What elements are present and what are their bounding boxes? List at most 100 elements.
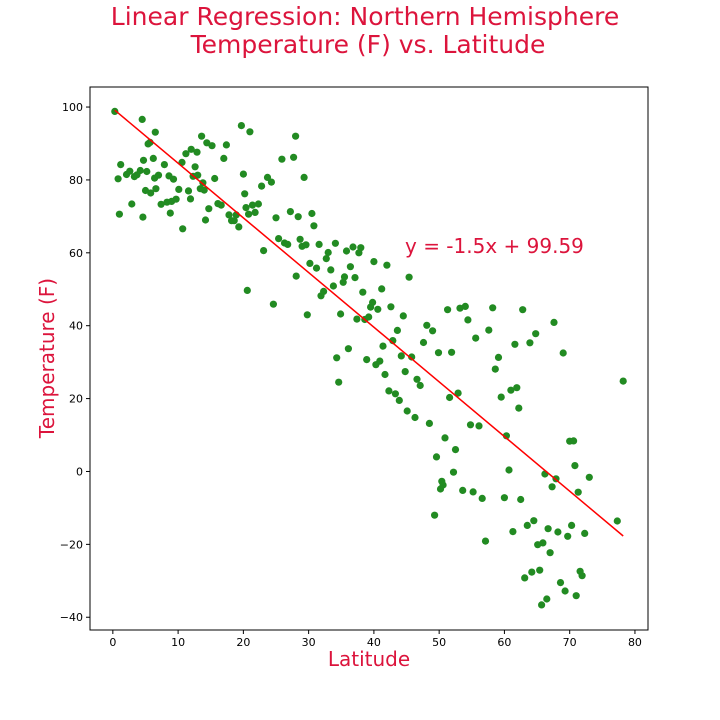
x-tick-label: 30 xyxy=(302,636,316,649)
data-point xyxy=(511,340,519,348)
data-point xyxy=(342,247,351,255)
data-point xyxy=(444,306,452,314)
data-point xyxy=(278,155,286,163)
data-point xyxy=(198,132,206,140)
data-point xyxy=(290,153,298,161)
data-point xyxy=(485,326,493,334)
data-point xyxy=(136,166,144,175)
data-point xyxy=(376,357,384,365)
regression-line xyxy=(114,109,624,537)
data-point xyxy=(157,200,165,208)
data-point xyxy=(211,174,219,183)
data-point xyxy=(383,261,391,269)
data-point xyxy=(248,201,257,209)
data-point xyxy=(187,145,195,153)
data-point xyxy=(302,241,310,249)
data-point xyxy=(539,539,547,547)
data-point xyxy=(530,517,538,525)
data-point xyxy=(340,273,349,281)
data-point xyxy=(306,259,314,267)
data-point xyxy=(538,601,546,609)
data-point xyxy=(403,407,411,415)
y-tick-label: 20 xyxy=(69,393,83,406)
data-point xyxy=(117,161,125,169)
data-point xyxy=(139,156,148,164)
data-point xyxy=(459,486,467,494)
data-point xyxy=(401,368,409,376)
data-point xyxy=(267,178,275,186)
data-point xyxy=(208,142,216,150)
data-point xyxy=(497,393,505,401)
data-point xyxy=(561,587,569,595)
data-point xyxy=(385,387,393,395)
plot-frame xyxy=(89,86,649,631)
data-point xyxy=(517,495,525,504)
x-tick-label: 10 xyxy=(171,636,185,649)
data-point xyxy=(397,352,405,360)
data-point xyxy=(489,304,497,312)
data-point xyxy=(544,525,552,533)
data-point xyxy=(526,339,534,347)
y-tick-label: −40 xyxy=(60,611,83,624)
data-point xyxy=(374,305,382,313)
data-point xyxy=(230,217,238,225)
y-tick-label: 60 xyxy=(69,247,83,260)
data-point xyxy=(179,225,187,233)
data-point xyxy=(303,311,311,319)
data-point xyxy=(296,235,304,243)
data-point xyxy=(114,175,122,183)
data-point xyxy=(147,189,155,197)
data-point xyxy=(513,384,521,392)
data-point xyxy=(220,154,228,162)
data-point xyxy=(200,186,208,194)
data-point xyxy=(186,195,195,203)
data-point xyxy=(138,115,146,123)
data-point xyxy=(369,298,377,306)
data-point xyxy=(578,572,586,580)
data-point xyxy=(205,205,213,213)
data-point xyxy=(351,274,359,282)
data-point xyxy=(475,422,483,430)
data-point xyxy=(246,128,254,136)
data-point xyxy=(260,247,268,255)
data-point xyxy=(464,316,472,324)
data-point xyxy=(574,488,582,496)
data-point xyxy=(324,248,332,257)
data-point xyxy=(237,122,245,130)
data-point xyxy=(292,272,300,280)
data-point xyxy=(515,404,523,412)
data-point xyxy=(175,185,183,193)
data-point xyxy=(294,213,302,221)
data-point xyxy=(254,200,262,208)
data-point xyxy=(454,389,462,397)
data-point xyxy=(327,266,335,274)
data-point xyxy=(310,222,318,230)
data-point xyxy=(245,210,253,218)
data-point xyxy=(432,453,441,461)
data-point xyxy=(349,243,357,251)
data-point xyxy=(194,171,202,179)
data-point xyxy=(222,141,230,149)
data-point xyxy=(521,574,529,582)
data-point xyxy=(568,521,576,530)
x-tick-label: 20 xyxy=(236,636,250,649)
data-points xyxy=(111,107,627,609)
data-point xyxy=(308,209,316,218)
data-point xyxy=(166,209,174,217)
data-point xyxy=(359,288,367,296)
data-point xyxy=(413,375,421,383)
data-point xyxy=(344,345,352,353)
data-point xyxy=(370,258,378,266)
data-point xyxy=(532,330,540,338)
y-tick-label: 80 xyxy=(69,174,83,187)
data-point xyxy=(193,148,201,156)
data-point xyxy=(292,132,300,140)
data-point xyxy=(472,334,480,342)
data-point xyxy=(505,466,513,474)
data-point xyxy=(339,278,347,286)
data-point xyxy=(379,342,387,350)
data-point xyxy=(115,210,123,218)
data-point xyxy=(387,303,395,311)
data-point xyxy=(494,353,503,361)
